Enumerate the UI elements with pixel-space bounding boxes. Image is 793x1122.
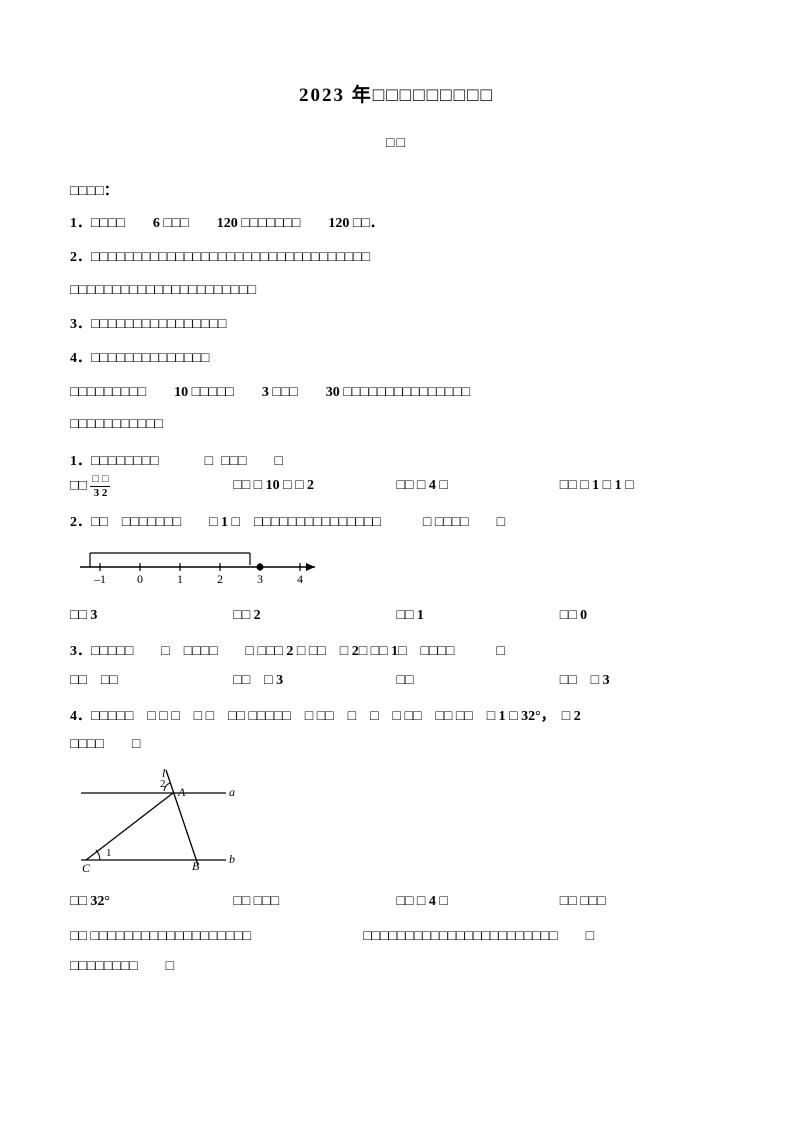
label-angle-1: 1 bbox=[106, 847, 112, 859]
q2-option-a: □□ 3 bbox=[70, 604, 233, 628]
q1-option-c: □□ □ 4 □ bbox=[397, 474, 560, 499]
question-2: 2．□□ □□□□□□□ □ 1 □ □□□□□□□□□□□□□□□ □ □□□… bbox=[70, 511, 723, 627]
question-3: 3．□□□□□ □ □□□□ □ □□□ 2 □ □□ □ 2□ □□ 1□ □… bbox=[70, 640, 723, 694]
q3-option-a: □□ □□ bbox=[70, 669, 233, 693]
q4-option-d: □□ □□□ bbox=[560, 890, 723, 914]
q4-stem: 4．□□□□□ □ □ □ □ □ □□ □□□□□ □ □□ □ □ □ □□… bbox=[70, 705, 723, 729]
q2-option-d: □□ 0 bbox=[560, 604, 723, 628]
q4-option-a: □□ 32° bbox=[70, 890, 233, 914]
q4-option-c: □□ □ 4 □ bbox=[397, 890, 560, 914]
exam-subtitle: □□ bbox=[70, 132, 723, 156]
label-angle-2: 2 bbox=[160, 778, 166, 790]
svg-text:3: 3 bbox=[257, 572, 263, 585]
triangle-figure: l a b A B C 1 2 bbox=[76, 765, 723, 884]
svg-text:–1: –1 bbox=[93, 572, 106, 585]
instruction-2b: □□□□□□□□□□□□□□□□□□□□□□ bbox=[70, 279, 723, 303]
number-line-figure: –1 0 1 2 3 4 bbox=[70, 545, 723, 594]
instruction-1: 1．□□□□ 6 □□□ 120 □□□□□□□ 120 □□． bbox=[70, 212, 723, 236]
q1-option-a: □□ □ □ 3 2 bbox=[70, 474, 233, 499]
question-5: □□ □□□□□□□□□□□□□□□□□□□ □□□□□□□□□□□□□□□□□… bbox=[70, 925, 723, 979]
q2-option-b: □□ 2 bbox=[233, 604, 396, 628]
svg-text:4: 4 bbox=[297, 572, 303, 585]
instruction-3: 3．□□□□□□□□□□□□□□□□ bbox=[70, 313, 723, 337]
q2-stem: 2．□□ □□□□□□□ □ 1 □ □□□□□□□□□□□□□□□ □ □□□… bbox=[70, 511, 723, 535]
q3-option-c: □□ bbox=[397, 669, 560, 693]
label-a: a bbox=[229, 785, 235, 799]
q3-option-d: □□ □ 3 bbox=[560, 669, 723, 693]
instruction-4: 4．□□□□□□□□□□□□□□ bbox=[70, 347, 723, 371]
q3-option-b: □□ □ 3 bbox=[233, 669, 396, 693]
question-4: 4．□□□□□ □ □ □ □ □ □□ □□□□□ □ □□ □ □ □ □□… bbox=[70, 705, 723, 913]
q4-stem-2: □□□□ □ bbox=[70, 733, 723, 757]
label-C: C bbox=[82, 861, 91, 875]
q2-option-c: □□ 1 bbox=[397, 604, 560, 628]
q1-option-d: □□ □ 1 □ 1 □ bbox=[560, 474, 723, 499]
label-B: B bbox=[192, 859, 200, 873]
section-1-heading-cont: □□□□□□□□□□□ bbox=[70, 413, 723, 437]
label-A: A bbox=[177, 785, 186, 799]
section-1-heading: □□□□□□□□□ 10 □□□□□ 3 □□□ 30 □□□□□□□□□□□□… bbox=[70, 381, 723, 405]
q5-stem-2: □□□□□□□□ □ bbox=[70, 955, 723, 979]
notice-heading: □□□□： bbox=[70, 180, 723, 204]
q1-frac: □ □ 3 2 bbox=[90, 474, 110, 499]
q4-option-b: □□ □□□ bbox=[233, 890, 396, 914]
svg-text:0: 0 bbox=[137, 572, 143, 585]
q1-stem-after: □□□ □ bbox=[221, 450, 283, 474]
instruction-2: 2．□□□□□□□□□□□□□□□□□□□□□□□□□□□□□□□□□ bbox=[70, 246, 723, 270]
q1-stem-pre: 1．□□□□□□□□ bbox=[70, 450, 159, 474]
svg-text:1: 1 bbox=[177, 572, 183, 585]
q1-option-b: □□ □ 10 □ □ 2 bbox=[233, 474, 396, 499]
svg-text:2: 2 bbox=[217, 572, 223, 585]
q1-stem-mid: □ bbox=[205, 450, 213, 474]
label-b: b bbox=[229, 852, 235, 866]
q5-stem: □□ □□□□□□□□□□□□□□□□□□□ □□□□□□□□□□□□□□□□□… bbox=[70, 925, 723, 949]
exam-title: 2023 年□□□□□□□□□ bbox=[70, 80, 723, 112]
question-1: 1．□□□□□□□□ □ □□□ □ □□ □ □ 3 2 □□ □ 10 □ … bbox=[70, 450, 723, 499]
q3-stem: 3．□□□□□ □ □□□□ □ □□□ 2 □ □□ □ 2□ □□ 1□ □… bbox=[70, 640, 723, 664]
